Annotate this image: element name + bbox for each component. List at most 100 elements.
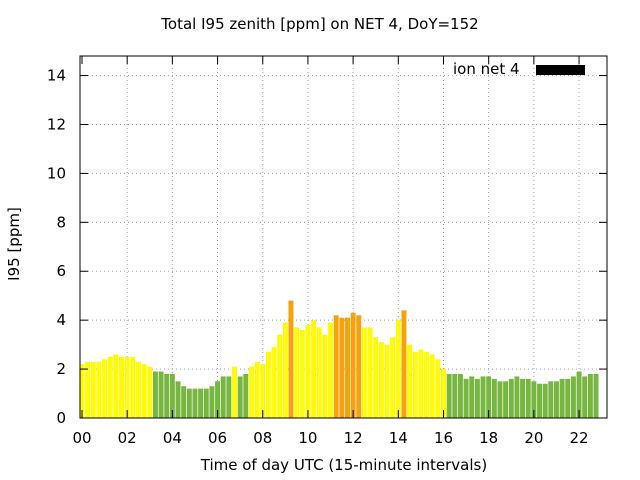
- bar: [593, 373, 599, 418]
- bar: [378, 342, 384, 418]
- bar: [248, 366, 254, 418]
- bar: [333, 315, 339, 418]
- bar: [130, 356, 136, 418]
- bar: [401, 310, 407, 418]
- bar: [215, 381, 221, 418]
- bar: [265, 351, 271, 418]
- x-tick-label: 08: [253, 429, 272, 447]
- y-tick-label: 2: [56, 360, 66, 378]
- bar: [147, 366, 153, 418]
- x-tick-label: 02: [118, 429, 137, 447]
- bar: [480, 376, 486, 418]
- x-tick-label: 10: [298, 429, 317, 447]
- x-tick-label: 16: [434, 429, 453, 447]
- bar: [119, 356, 125, 418]
- bar: [344, 317, 350, 418]
- bar: [520, 378, 526, 418]
- bar: [503, 381, 509, 418]
- bar: [339, 317, 345, 418]
- bar: [576, 371, 582, 418]
- legend-swatch: [536, 65, 585, 75]
- bar: [469, 376, 475, 418]
- y-tick-label: 10: [47, 164, 66, 182]
- bar: [243, 373, 249, 418]
- bar: [107, 356, 113, 418]
- bar: [141, 364, 147, 418]
- bar: [79, 364, 85, 418]
- bar: [209, 386, 215, 418]
- bar: [384, 344, 390, 418]
- bar: [367, 327, 373, 418]
- bar: [514, 376, 520, 418]
- bar: [491, 378, 497, 418]
- bar: [85, 361, 91, 418]
- bar: [328, 322, 334, 418]
- bar: [305, 325, 311, 418]
- y-tick-label: 8: [56, 213, 66, 231]
- x-tick-label: 20: [524, 429, 543, 447]
- bar: [407, 344, 413, 418]
- bar: [203, 388, 209, 418]
- y-tick-label: 14: [47, 67, 66, 85]
- bar: [311, 320, 317, 418]
- bar: [124, 356, 130, 418]
- bar: [463, 378, 469, 418]
- x-tick-label: 14: [389, 429, 408, 447]
- bar: [457, 373, 463, 418]
- x-tick-label: 18: [479, 429, 498, 447]
- x-tick-label: 12: [344, 429, 363, 447]
- bar: [175, 381, 181, 418]
- x-tick-label: 00: [72, 429, 91, 447]
- bar: [356, 315, 362, 418]
- bar: [390, 337, 396, 418]
- bar: [531, 381, 537, 418]
- bar: [587, 373, 593, 418]
- bar: [373, 337, 379, 418]
- bar: [282, 322, 288, 418]
- bar: [102, 359, 108, 418]
- x-tick-label: 06: [208, 429, 227, 447]
- bar: [316, 327, 322, 418]
- bar: [474, 378, 480, 418]
- legend-label: ion net 4: [453, 60, 520, 78]
- bar: [435, 359, 441, 418]
- bar: [582, 376, 588, 418]
- bar: [548, 381, 554, 418]
- bar: [164, 373, 170, 418]
- bar: [429, 354, 435, 418]
- bar: [237, 376, 243, 418]
- bar: [486, 376, 492, 418]
- bar: [96, 361, 102, 418]
- bar: [537, 383, 543, 418]
- bar: [446, 373, 452, 418]
- bar: [198, 388, 204, 418]
- x-tick-label: 04: [163, 429, 182, 447]
- bar: [260, 364, 266, 418]
- chart-title: Total I95 zenith [ppm] on NET 4, DoY=152: [161, 15, 479, 33]
- bar: [525, 378, 531, 418]
- bar: [271, 347, 277, 418]
- bar: [152, 371, 158, 418]
- bar: [299, 329, 305, 418]
- bar: [412, 351, 418, 418]
- bar: [452, 373, 458, 418]
- y-tick-label: 12: [47, 115, 66, 133]
- bar: [90, 361, 96, 418]
- bar: [254, 361, 260, 418]
- bar: [192, 388, 198, 418]
- bar: [559, 378, 565, 418]
- bar: [441, 369, 446, 418]
- bar: [294, 327, 300, 418]
- bar: [424, 351, 430, 418]
- bar: [395, 320, 401, 418]
- bar: [542, 383, 548, 418]
- bar: [350, 312, 356, 418]
- y-tick-label: 0: [56, 409, 66, 427]
- bar: [570, 376, 576, 418]
- bar: [220, 376, 226, 418]
- bar: [181, 386, 187, 418]
- y-tick-label: 4: [56, 311, 66, 329]
- bar: [232, 366, 237, 418]
- bar: [553, 381, 559, 418]
